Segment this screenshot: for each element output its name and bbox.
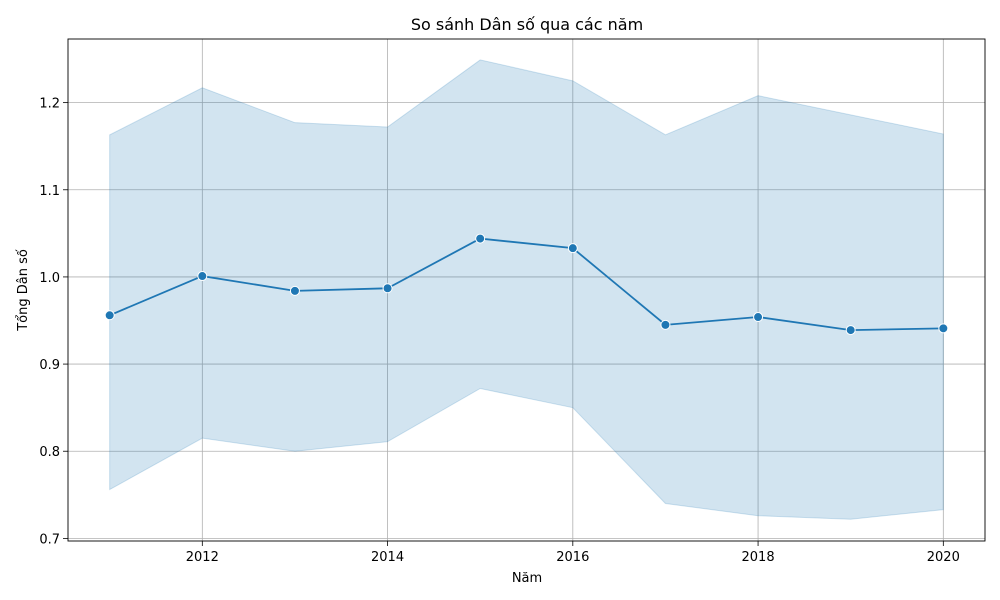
y-tick-label: 0.7 bbox=[39, 532, 60, 547]
series-line bbox=[109, 237, 944, 331]
x-tick-label: 2018 bbox=[742, 550, 775, 565]
x-tick-label: 2012 bbox=[186, 550, 219, 565]
data-point bbox=[938, 323, 949, 334]
y-tick-label: 1.0 bbox=[39, 271, 60, 286]
confidence-band bbox=[109, 59, 944, 520]
data-point-group bbox=[104, 233, 949, 336]
data-point bbox=[845, 325, 856, 336]
chart-title: So sánh Dân số qua các năm bbox=[411, 15, 643, 34]
data-point bbox=[567, 243, 578, 254]
grid-lines bbox=[68, 39, 985, 541]
y-tick-label: 1.1 bbox=[39, 184, 60, 199]
x-axis-ticks: 2012 2014 2016 2018 2020 bbox=[186, 541, 960, 565]
confidence-band-area bbox=[109, 59, 944, 520]
data-point bbox=[660, 319, 671, 330]
y-axis-ticks: 0.7 0.8 0.9 1.0 1.1 1.2 bbox=[39, 97, 68, 547]
x-tick-label: 2014 bbox=[371, 550, 404, 565]
data-point bbox=[197, 271, 208, 282]
series-line-group bbox=[109, 237, 944, 331]
plot-area-frame bbox=[67, 38, 986, 542]
x-tick-label: 2020 bbox=[927, 550, 960, 565]
data-point bbox=[104, 310, 115, 321]
y-tick-label: 0.8 bbox=[39, 445, 60, 460]
data-point bbox=[289, 285, 300, 296]
x-axis-title: Năm bbox=[512, 571, 542, 586]
data-point bbox=[475, 233, 486, 244]
y-tick-label: 0.9 bbox=[39, 358, 60, 373]
data-point bbox=[753, 312, 764, 323]
y-axis-title: Tổng Dân số bbox=[16, 249, 31, 332]
x-tick-label: 2016 bbox=[556, 550, 589, 565]
y-tick-label: 1.2 bbox=[39, 97, 60, 112]
data-point bbox=[382, 283, 393, 294]
